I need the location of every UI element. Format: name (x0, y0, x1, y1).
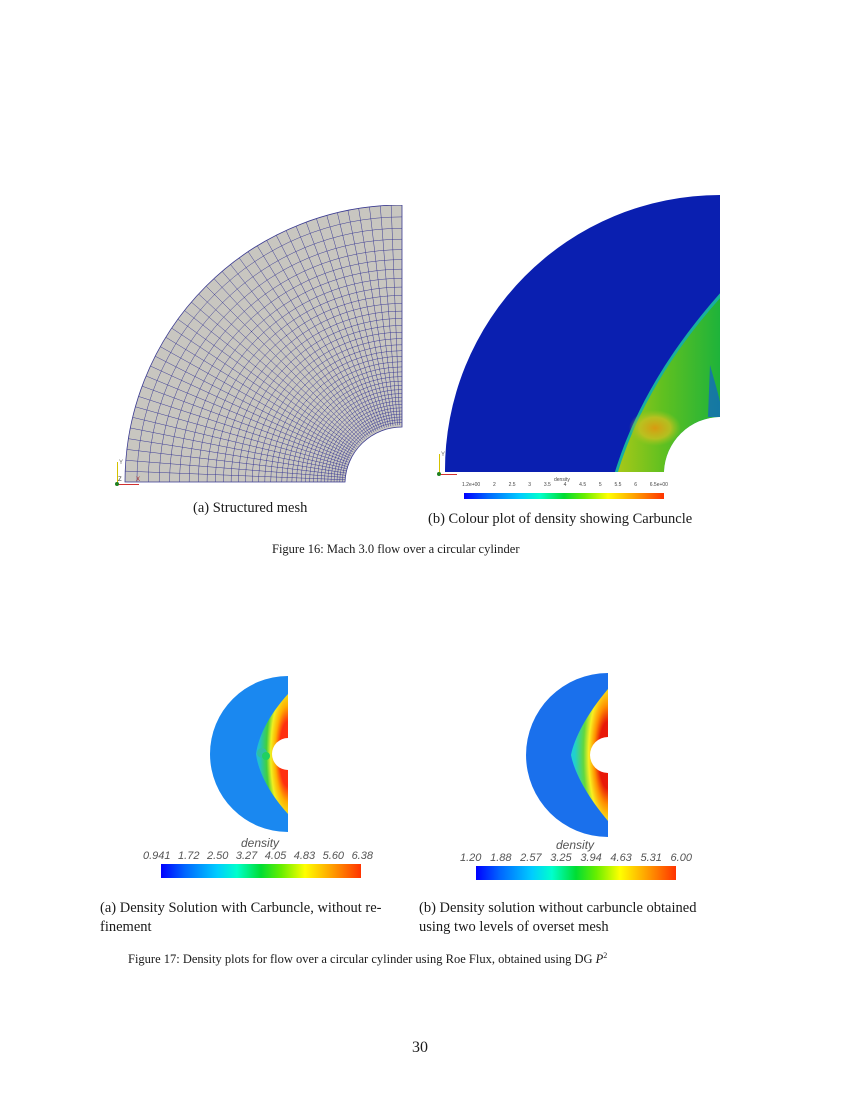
colorbar-tick-label: 4 (563, 482, 567, 488)
colorbar-tick-label: 2.50 (206, 850, 229, 862)
colorbar-tick-label: 5 (598, 482, 602, 488)
axis-indicator-a: Y Z X (112, 460, 152, 490)
figure17a-colorbar: density 0.941 1.72 2.50 3.27 4.05 4.83 5.60 6.3… (143, 836, 373, 880)
figure16b-density-plot (442, 195, 722, 475)
colorbar-tick-labels: 0.941 1.72 2.50 3.27 4.05 4.83 5.60 6.38 (143, 850, 373, 862)
colorbar-title: density (556, 838, 595, 852)
colorbar-title: density (554, 477, 570, 483)
figure17b-density-plot (524, 673, 610, 837)
figure16-caption: Figure 16: Mach 3.0 flow over a circular… (272, 542, 520, 556)
colorbar-tick-labels: 1.20 1.88 2.57 3.25 3.94 4.63 5.31 6.00 (460, 852, 692, 864)
colorbar-tick-label: 1.20 (460, 852, 482, 864)
figure17a-caption: (a) Density Solution with Carbuncle, wit… (100, 900, 382, 935)
colorbar-tick-label: 1.2e+00 (462, 482, 481, 488)
structured-mesh-graphic (124, 204, 403, 483)
colorbar-gradient (464, 493, 664, 499)
page-number: 30 (412, 1039, 428, 1056)
colorbar-tick-label: 3.25 (550, 852, 572, 864)
colorbar-tick-label: 2.57 (520, 852, 542, 864)
colorbar-tick-label: 5.5 (614, 482, 622, 488)
figure17-caption: Figure 17: Density plots for flow over a… (128, 951, 608, 967)
colorbar-tick-label: 1.88 (490, 852, 512, 864)
colorbar-tick-label: 4.05 (264, 850, 287, 862)
colorbar-title: density (241, 836, 280, 850)
colorbar-gradient (476, 866, 676, 880)
colorbar-tick-labels: 1.2e+00 2 2.5 3 3.5 4 4.5 5 5.5 6 6.5e+00 (462, 482, 668, 490)
colorbar-gradient (161, 864, 361, 878)
colorbar-tick-label: 3.5 (543, 482, 551, 488)
colorbar-tick-label: 6.00 (670, 852, 692, 864)
density-contour-graphic (444, 195, 722, 475)
colorbar-tick-label: 0.941 (143, 850, 171, 862)
colorbar-tick-label: 3.94 (580, 852, 602, 864)
colorbar-tick-label: 4.63 (610, 852, 632, 864)
carbuncle-density-graphic (210, 676, 288, 832)
figure17b-colorbar: density 1.20 1.88 2.57 3.25 3.94 4.63 5.31 6.00 (460, 838, 692, 882)
colorbar-tick-label: 1.72 (178, 850, 200, 862)
figure16b-colorbar: density 1.2e+00 2 2.5 3 3.5 4 4.5 5 5.5 6 6.5e+00 (462, 477, 668, 501)
colorbar-tick-label: 5.60 (322, 850, 345, 862)
figure16a-caption: (a) Structured mesh (193, 500, 308, 516)
figure17b-caption: (b) Density solution without carbuncle o… (419, 900, 697, 935)
colorbar-tick-label: 6 (634, 482, 637, 488)
figure16b-caption: (b) Colour plot of density showing Carbu… (428, 511, 693, 527)
no-carbuncle-density-graphic (526, 673, 608, 837)
colorbar-tick-label: 5.31 (640, 852, 662, 864)
colorbar-tick-label: 3 (528, 482, 532, 488)
colorbar-tick-label: 3.27 (235, 850, 258, 862)
figure17a-density-plot (210, 676, 292, 832)
colorbar-tick-label: 2.5 (508, 482, 516, 488)
colorbar-tick-label: 4.5 (579, 482, 587, 488)
colorbar-tick-label: 6.5e+00 (649, 482, 668, 488)
colorbar-tick-label: 4.83 (293, 850, 316, 862)
colorbar-tick-label: 6.38 (351, 850, 373, 862)
colorbar-tick-label: 2 (493, 482, 496, 488)
figure16a-mesh-plot (120, 204, 405, 485)
axis-indicator-b: Y (434, 452, 464, 482)
